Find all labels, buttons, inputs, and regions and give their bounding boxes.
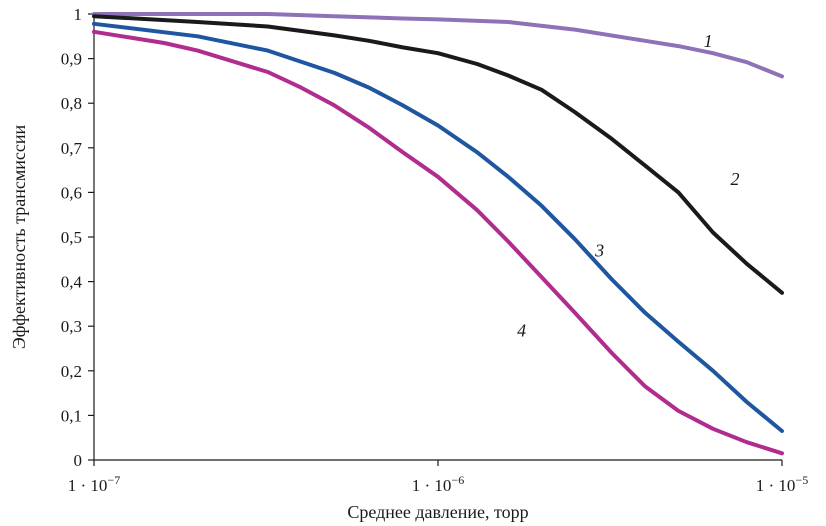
y-tick-label: 1: [74, 5, 83, 24]
axes: [93, 14, 782, 461]
series-labels: 1 2 3 4: [517, 31, 739, 341]
y-tick-label: 0,7: [61, 139, 83, 158]
x-tick-label: 1 · 10−7: [68, 473, 120, 495]
series-label-2: 2: [730, 169, 739, 189]
x-tick-label-exponent: −6: [451, 473, 464, 487]
x-axis-title: Среднее давление, торр: [347, 502, 528, 522]
x-tick-label-base: 1 · 10: [412, 476, 452, 495]
x-tick-label: 1 · 10−6: [412, 473, 464, 495]
y-tick-label: 0: [74, 451, 83, 470]
y-tick-label: 0,5: [61, 228, 82, 247]
x-tick-label-base: 1 · 10: [68, 476, 108, 495]
series-line-1: [92, 12, 784, 79]
y-tick-label: 0,9: [61, 50, 82, 69]
series-line-4: [92, 29, 784, 456]
series-label-3: 3: [594, 240, 604, 260]
x-tick-label-base: 1 · 10: [756, 476, 796, 495]
series-label-1: 1: [704, 31, 713, 51]
series-label-4: 4: [517, 321, 526, 341]
x-tick-label: 1 · 10−5: [756, 473, 808, 495]
x-tick-label-exponent: −7: [107, 473, 120, 487]
series-line-3: [92, 21, 784, 433]
y-ticks: 0 0,1 0,2 0,3 0,4 0,5 0,6 0,7 0,8 0,9 1: [61, 5, 94, 470]
x-ticks: 1 · 10−7 1 · 10−6 1 · 10−5: [68, 460, 808, 495]
y-tick-label: 0,8: [61, 94, 82, 113]
y-tick-label: 0,2: [61, 362, 82, 381]
series-line-2: [92, 14, 784, 295]
x-tick-label-exponent: −5: [795, 473, 808, 487]
y-tick-label: 0,6: [61, 183, 82, 202]
y-tick-label: 0,1: [61, 406, 82, 425]
y-tick-label: 0,4: [61, 273, 83, 292]
series-lines: [92, 12, 784, 456]
y-axis-title: Эффективность трансмиссии: [9, 125, 29, 350]
y-tick-label: 0,3: [61, 317, 82, 336]
